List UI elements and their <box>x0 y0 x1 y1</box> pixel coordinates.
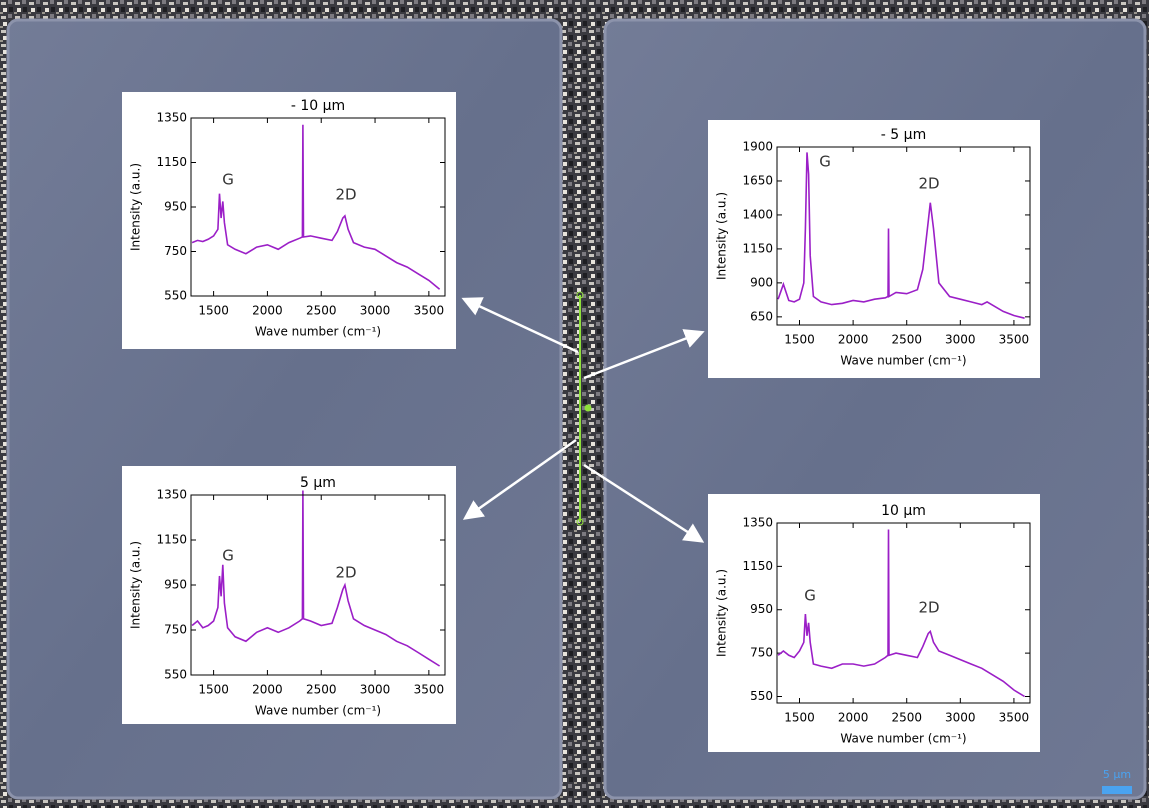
x-tick-label: 1500 <box>198 304 229 318</box>
x-tick-label: 2000 <box>838 333 869 347</box>
scan-point <box>584 404 592 412</box>
chart-panel <box>122 92 456 349</box>
x-tick-label: 3000 <box>945 333 976 347</box>
y-tick-label: 1150 <box>742 241 773 255</box>
x-tick-label: 3000 <box>360 304 391 318</box>
x-tick-label: 3500 <box>414 304 445 318</box>
y-tick-label: 1150 <box>742 559 773 573</box>
y-tick-label: 1350 <box>156 111 187 125</box>
y-tick-label: 950 <box>164 200 187 214</box>
spectrum-line <box>777 152 1025 319</box>
y-tick-label: 750 <box>750 646 773 660</box>
y-tick-label: 550 <box>750 689 773 703</box>
y-tick-label: 550 <box>164 289 187 303</box>
x-axis-label: Wave number (cm⁻¹) <box>840 354 966 368</box>
x-tick-label: 3500 <box>999 333 1030 347</box>
y-tick-label: 1350 <box>156 488 187 502</box>
y-tick-label: 1650 <box>742 173 773 187</box>
y-tick-label: 900 <box>750 275 773 289</box>
scan-end <box>576 291 584 299</box>
peak-label: 2D <box>918 175 939 193</box>
plot-frame <box>776 146 1031 326</box>
x-axis-label: Wave number (cm⁻¹) <box>255 325 381 339</box>
peak-label: G <box>222 171 234 189</box>
x-axis-label: Wave number (cm⁻¹) <box>255 704 381 718</box>
y-tick-label: 950 <box>750 602 773 616</box>
y-tick-label: 650 <box>750 309 773 323</box>
arrows <box>461 297 705 543</box>
chart-title: - 10 µm <box>291 98 345 114</box>
plot-frame <box>190 494 446 676</box>
y-tick-label: 750 <box>164 623 187 637</box>
x-tick-label: 3500 <box>999 711 1030 725</box>
peak-label: 2D <box>335 186 356 204</box>
y-axis-label: Intensity (a.u.) <box>715 569 729 657</box>
chart-title: 10 µm <box>881 503 926 519</box>
plot-frame <box>776 522 1031 704</box>
y-tick-label: 1400 <box>742 207 773 221</box>
x-tick-label: 1500 <box>198 683 229 697</box>
x-tick-label: 2500 <box>891 333 922 347</box>
x-tick-label: 3000 <box>360 683 391 697</box>
scan-end <box>576 518 584 526</box>
x-tick-label: 2000 <box>252 683 283 697</box>
y-tick-label: 1900 <box>742 140 773 154</box>
plot-frame <box>190 117 446 297</box>
x-tick-label: 2500 <box>306 683 337 697</box>
y-axis-label: Intensity (a.u.) <box>715 192 729 280</box>
y-tick-label: 550 <box>164 668 187 682</box>
spectrum-line <box>191 490 441 667</box>
y-axis-label: Intensity (a.u.) <box>129 541 143 629</box>
chart-panel <box>708 120 1040 378</box>
x-tick-label: 2000 <box>838 711 869 725</box>
x-tick-label: 1500 <box>784 711 815 725</box>
spectrum-line <box>191 124 441 290</box>
scale-bar-label: 5 µm <box>1103 768 1131 781</box>
chart-panel <box>708 494 1040 752</box>
y-tick-label: 1150 <box>156 155 187 169</box>
chart-title: - 5 µm <box>881 127 926 143</box>
peak-label: 2D <box>335 564 356 582</box>
chart-title: 5 µm <box>300 475 336 491</box>
peak-label: G <box>804 587 816 605</box>
y-tick-label: 950 <box>164 578 187 592</box>
chart-panel <box>122 466 456 724</box>
y-tick-label: 1150 <box>156 533 187 547</box>
x-tick-label: 3000 <box>945 711 976 725</box>
scale-bar <box>1102 786 1132 794</box>
peak-label: 2D <box>918 599 939 617</box>
y-axis-label: Intensity (a.u.) <box>129 163 143 251</box>
x-tick-label: 2000 <box>252 304 283 318</box>
peak-label: G <box>222 547 234 565</box>
y-tick-label: 750 <box>164 244 187 258</box>
y-tick-label: 1350 <box>742 516 773 530</box>
x-tick-label: 2500 <box>891 711 922 725</box>
x-tick-label: 3500 <box>414 683 445 697</box>
x-tick-label: 2500 <box>306 304 337 318</box>
spectrum-line <box>777 529 1026 698</box>
x-tick-label: 1500 <box>784 333 815 347</box>
x-axis-label: Wave number (cm⁻¹) <box>840 732 966 746</box>
peak-label: G <box>819 153 831 171</box>
